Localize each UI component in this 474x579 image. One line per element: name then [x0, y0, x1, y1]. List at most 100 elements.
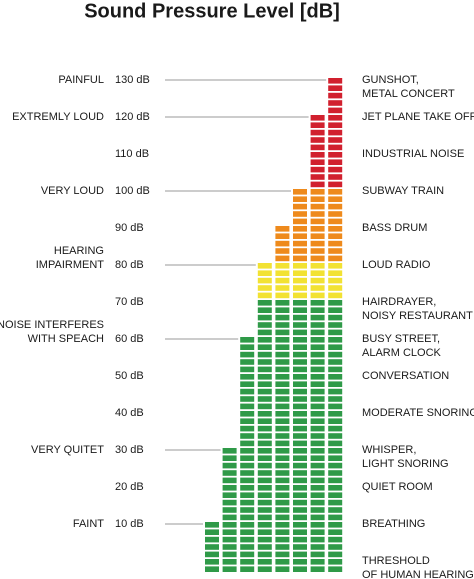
- bar-segment: [310, 551, 325, 558]
- source-label: THRESHOLD: [362, 555, 430, 567]
- bar-segment: [310, 144, 325, 151]
- bar-segment: [275, 485, 290, 491]
- bar-segment: [275, 270, 290, 276]
- bar-segment: [328, 277, 343, 284]
- bar-segment: [310, 189, 325, 195]
- bar-segment: [275, 411, 290, 417]
- bar-segment: [240, 536, 255, 543]
- bar-segment: [222, 514, 237, 521]
- bar-segment: [293, 448, 307, 454]
- bar: [205, 522, 219, 572]
- bar-segment: [328, 122, 343, 128]
- bar-segment: [257, 314, 272, 321]
- bar-segment: [328, 425, 343, 432]
- bar-segment: [275, 470, 290, 476]
- bar-segment: [293, 492, 307, 498]
- bar-segment: [328, 337, 343, 343]
- bar-segment: [240, 522, 255, 528]
- bar-segment: [275, 344, 290, 350]
- bar-segment: [328, 418, 343, 424]
- bar-segment: [293, 226, 307, 232]
- bar-segment: [275, 559, 290, 565]
- bar-segment: [240, 514, 255, 521]
- bar-segment: [240, 440, 255, 447]
- bar-segment: [257, 566, 272, 572]
- bar-segment: [310, 203, 325, 210]
- bar-segment: [222, 522, 237, 528]
- bar-segment: [257, 529, 272, 535]
- bar-segment: [328, 174, 343, 180]
- bar-segment: [310, 159, 325, 165]
- category-label: EXTREMLY LOUD: [12, 111, 104, 123]
- bar-segment: [222, 566, 237, 572]
- bar-segment: [310, 226, 325, 232]
- bar: [310, 115, 325, 572]
- bar-segment: [293, 359, 307, 365]
- bar-segment: [257, 263, 272, 269]
- bar-segment: [293, 270, 307, 276]
- bar-segment: [293, 277, 307, 284]
- bar-segment: [275, 359, 290, 365]
- bar-segment: [293, 425, 307, 432]
- bar-segment: [328, 440, 343, 447]
- bar-segment: [328, 307, 343, 313]
- bar-segment: [293, 337, 307, 343]
- bar-segment: [240, 507, 255, 513]
- bar-segment: [293, 248, 307, 254]
- bar-segment: [275, 277, 290, 284]
- bar-segment: [310, 248, 325, 254]
- bar-segment: [328, 100, 343, 106]
- source-label: BREATHING: [362, 518, 425, 530]
- bar-segment: [240, 351, 255, 358]
- bar-segment: [257, 270, 272, 276]
- bar-segment: [257, 307, 272, 313]
- bar-segment: [293, 374, 307, 380]
- bar: [257, 263, 272, 572]
- bar-segment: [310, 174, 325, 180]
- bar-segment: [257, 514, 272, 521]
- bar-segment: [310, 218, 325, 225]
- bar-segment: [328, 285, 343, 291]
- bar-segment: [257, 337, 272, 343]
- bar-segment: [310, 492, 325, 498]
- bar-segment: [328, 152, 343, 158]
- bar-segment: [310, 152, 325, 158]
- bar-segment: [240, 396, 255, 402]
- bar-segment: [310, 285, 325, 291]
- y-tick-label: 50 dB: [115, 370, 144, 382]
- source-label: OF HUMAN HEARING: [362, 569, 474, 579]
- bar-segment: [240, 381, 255, 387]
- bar-segment: [310, 433, 325, 439]
- bar-segment: [328, 292, 343, 299]
- bar-segment: [310, 440, 325, 447]
- bar: [328, 78, 343, 572]
- bar-segment: [293, 536, 307, 543]
- source-label: HAIRDRAYER,: [362, 296, 436, 308]
- bar-segment: [275, 492, 290, 498]
- bar-segment: [257, 485, 272, 491]
- bar-segment: [257, 277, 272, 284]
- bar-segment: [293, 300, 307, 306]
- y-tick-label: 110 dB: [115, 148, 149, 160]
- bar-segment: [222, 492, 237, 498]
- bar-segment: [240, 566, 255, 572]
- source-label: QUIET ROOM: [362, 481, 433, 493]
- bar-segment: [310, 314, 325, 321]
- bar-segment: [275, 418, 290, 424]
- bar-segment: [257, 559, 272, 565]
- bar-segment: [328, 492, 343, 498]
- bar-segment: [328, 536, 343, 543]
- bar-segment: [240, 374, 255, 380]
- bar-segment: [328, 507, 343, 513]
- bar-segment: [293, 292, 307, 299]
- source-label: BASS DRUM: [362, 222, 427, 234]
- bar-segment: [328, 544, 343, 550]
- bar-segment: [257, 292, 272, 299]
- bar-segment: [328, 189, 343, 195]
- bar-segment: [257, 285, 272, 291]
- bar-segment: [257, 351, 272, 358]
- bar-segment: [275, 440, 290, 447]
- bar-segment: [310, 485, 325, 491]
- bar-segment: [328, 248, 343, 254]
- bar-segment: [310, 559, 325, 565]
